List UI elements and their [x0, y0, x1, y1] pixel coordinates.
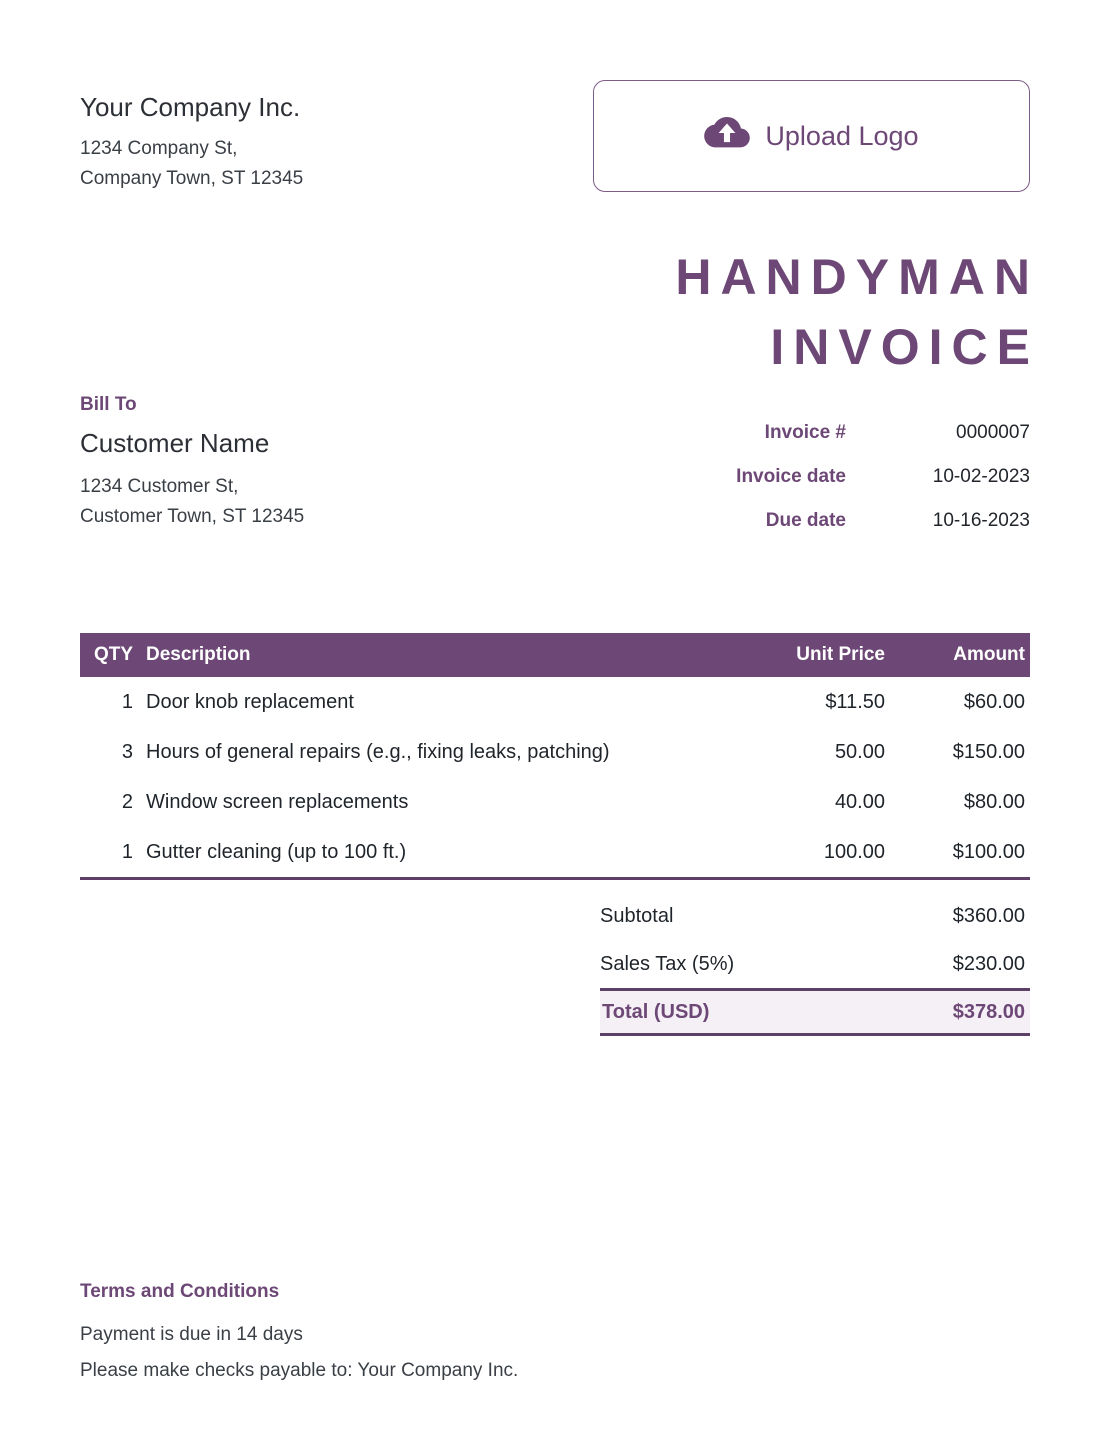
- row-qty: 3: [121, 740, 133, 763]
- amount-header: Amount: [953, 644, 1025, 665]
- table-row: 1 Gutter cleaning (up to 100 ft.) 100.00…: [80, 827, 1030, 877]
- title-line-1: HANDYMAN: [675, 249, 1039, 305]
- customer-name: Customer Name: [80, 428, 270, 458]
- subtotal-row: Subtotal $360.00: [600, 892, 1030, 940]
- sales-tax-value: $230.00: [952, 952, 1025, 975]
- row-unit-price: 100.00: [823, 840, 885, 863]
- title-line-2: INVOICE: [770, 319, 1039, 375]
- subtotal-label: Subtotal: [600, 904, 674, 927]
- terms-section: Terms and Conditions Payment is due in 1…: [80, 1280, 1030, 1389]
- header-section: Your Company Inc. 1234 Company St, Compa…: [80, 80, 1030, 194]
- invoice-date-row: Invoice date 10-02-2023: [600, 465, 1030, 488]
- row-amount: $100.00: [952, 840, 1025, 863]
- invoice-meta-block: Invoice # 0000007 Invoice date 10-02-202…: [600, 421, 1030, 553]
- row-amount: $60.00: [963, 690, 1025, 713]
- row-description: Door knob replacement: [146, 690, 354, 713]
- sales-tax-label: Sales Tax (5%): [600, 952, 735, 975]
- sales-tax-row: Sales Tax (5%) $230.00: [600, 940, 1030, 988]
- upload-logo-label: Upload Logo: [765, 120, 919, 151]
- terms-heading: Terms and Conditions: [80, 1281, 280, 1302]
- company-name: Your Company Inc.: [80, 92, 301, 122]
- row-unit-price: 40.00: [834, 790, 885, 813]
- row-qty: 1: [121, 840, 133, 863]
- row-amount: $150.00: [952, 740, 1025, 763]
- due-date-value: 10-16-2023: [932, 510, 1030, 531]
- row-description: Gutter cleaning (up to 100 ft.): [146, 840, 407, 863]
- totals-section: Subtotal $360.00 Sales Tax (5%) $230.00 …: [600, 880, 1030, 1036]
- total-row: Total (USD) $378.00: [600, 988, 1030, 1036]
- table-row: 3 Hours of general repairs (e.g., fixing…: [80, 727, 1030, 777]
- description-header: Description: [146, 644, 251, 665]
- invoice-number-label: Invoice #: [764, 422, 846, 443]
- row-qty: 2: [121, 790, 133, 813]
- cloud-upload-icon: [704, 117, 751, 155]
- due-date-label: Due date: [765, 510, 846, 531]
- total-value: $378.00: [952, 1000, 1025, 1023]
- bill-to-heading: Bill To: [80, 394, 137, 415]
- terms-line-2: Please make checks payable to: Your Comp…: [80, 1360, 519, 1381]
- due-date-row: Due date 10-16-2023: [600, 509, 1030, 532]
- line-items-table: QTY Description Unit Price Amount 1 Door…: [80, 633, 1030, 880]
- company-address-line1: 1234 Company St,: [80, 138, 238, 159]
- row-amount: $80.00: [963, 790, 1025, 813]
- row-qty: 1: [121, 690, 133, 713]
- bill-to-block: Bill To Customer Name 1234 Customer St, …: [80, 393, 304, 532]
- row-unit-price: $11.50: [825, 690, 885, 713]
- invoice-number-value: 0000007: [956, 422, 1030, 443]
- total-label: Total (USD): [602, 1000, 710, 1023]
- subtotal-value: $360.00: [952, 904, 1025, 927]
- table-header-row: QTY Description Unit Price Amount: [80, 633, 1030, 677]
- customer-address-line2: Customer Town, ST 12345: [80, 506, 305, 527]
- row-description: Hours of general repairs (e.g., fixing l…: [146, 740, 610, 763]
- customer-address-line1: 1234 Customer St,: [80, 476, 239, 497]
- unit-price-header: Unit Price: [796, 644, 885, 665]
- company-block: Your Company Inc. 1234 Company St, Compa…: [80, 80, 303, 194]
- table-row: 2 Window screen replacements 40.00 $80.0…: [80, 777, 1030, 827]
- table-row: 1 Door knob replacement $11.50 $60.00: [80, 677, 1030, 727]
- row-unit-price: 50.00: [834, 740, 885, 763]
- invoice-number-row: Invoice # 0000007: [600, 421, 1030, 444]
- invoice-date-label: Invoice date: [736, 466, 846, 487]
- row-description: Window screen replacements: [146, 790, 409, 813]
- terms-line-1: Payment is due in 14 days: [80, 1324, 303, 1345]
- billing-section: Bill To Customer Name 1234 Customer St, …: [80, 393, 1030, 553]
- invoice-date-value: 10-02-2023: [932, 466, 1030, 487]
- qty-header: QTY: [93, 644, 133, 665]
- upload-logo-button[interactable]: Upload Logo: [593, 80, 1030, 192]
- document-title: HANDYMAN INVOICE: [80, 242, 1030, 382]
- company-address-line2: Company Town, ST 12345: [80, 168, 304, 189]
